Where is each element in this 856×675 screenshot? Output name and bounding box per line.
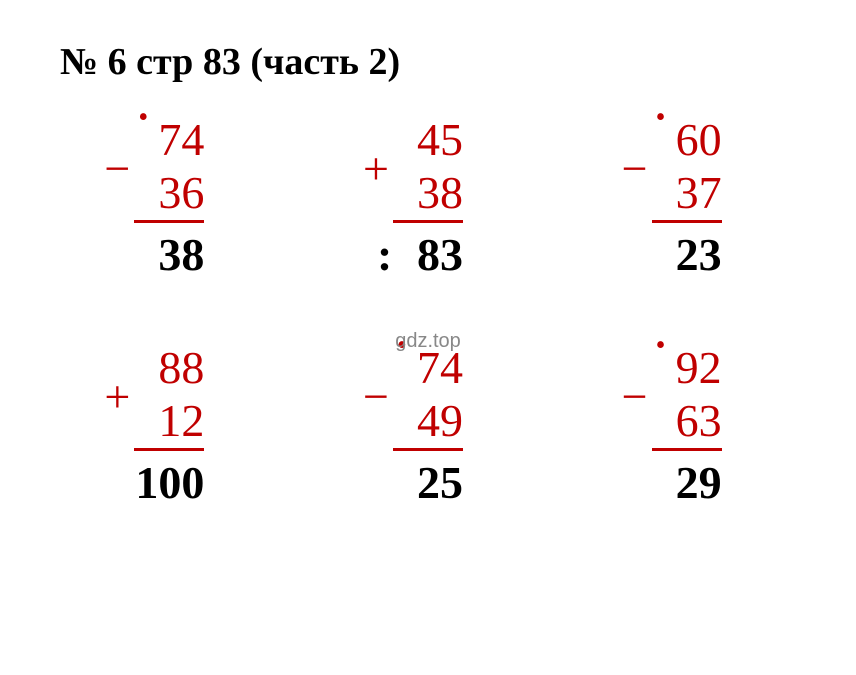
operand-2: 49 <box>393 395 463 451</box>
calc-block: + 88 12 100 <box>134 342 204 510</box>
operator-plus: + <box>104 370 130 423</box>
operand-1: 45 <box>393 114 463 167</box>
operand-2: 37 <box>652 167 722 223</box>
calc-block: − • 60 37 23 <box>652 114 722 282</box>
problems-grid: − • 74 36 38 + 45 38 : 83 − • 60 <box>60 114 796 510</box>
operand-1: • 60 <box>652 114 722 167</box>
operator-minus: − <box>622 370 648 423</box>
operand-2: 12 <box>134 395 204 451</box>
watermark: gdz.top <box>395 330 461 353</box>
problem-5: − • 74 49 25 <box>319 342 538 510</box>
problem-4: + 88 12 100 <box>60 342 279 510</box>
operand-value: 92 <box>676 342 722 393</box>
operand-2: 38 <box>393 167 463 223</box>
borrow-dot: • <box>138 102 148 134</box>
result: 100 <box>134 451 204 510</box>
page-title: № 6 стр 83 (часть 2) <box>60 40 796 84</box>
operand-1: 88 <box>134 342 204 395</box>
problem-1: − • 74 36 38 <box>60 114 279 282</box>
problem-6: − • 92 63 29 <box>577 342 796 510</box>
operand-2: 36 <box>134 167 204 223</box>
result: 38 <box>134 223 204 282</box>
operand-1: • 92 <box>652 342 722 395</box>
calc-block: − • 74 49 25 <box>393 342 463 510</box>
operator-minus: − <box>622 142 648 195</box>
operand-value: 60 <box>676 114 722 165</box>
result: : 83 <box>393 223 463 282</box>
result: 25 <box>393 451 463 510</box>
operand-value: 74 <box>158 114 204 165</box>
operand-1: • 74 <box>134 114 204 167</box>
borrow-dot: • <box>656 330 666 362</box>
problem-2: + 45 38 : 83 <box>319 114 538 282</box>
operator-plus: + <box>363 142 389 195</box>
operator-minus: − <box>104 142 130 195</box>
problem-3: − • 60 37 23 <box>577 114 796 282</box>
result: 23 <box>652 223 722 282</box>
colon-mark: : <box>377 227 392 282</box>
calc-block: − • 92 63 29 <box>652 342 722 510</box>
operand-2: 63 <box>652 395 722 451</box>
operator-minus: − <box>363 370 389 423</box>
calc-block: − • 74 36 38 <box>134 114 204 282</box>
result-value: 83 <box>417 229 463 280</box>
result: 29 <box>652 451 722 510</box>
borrow-dot: • <box>656 102 666 134</box>
calc-block: + 45 38 : 83 <box>393 114 463 282</box>
